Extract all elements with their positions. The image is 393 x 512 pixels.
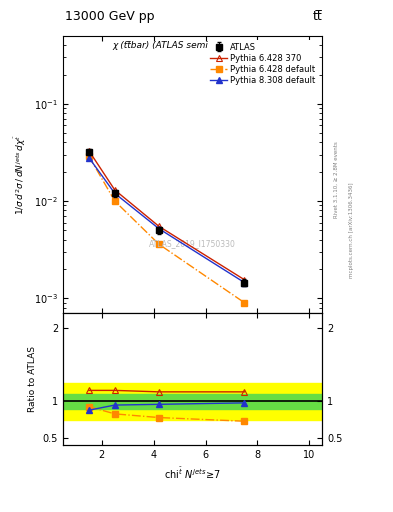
Text: 13000 GeV pp: 13000 GeV pp: [66, 10, 155, 23]
Pythia 6.428 370: [242, 276, 247, 283]
Pythia 8.308 default: [112, 190, 117, 197]
Text: tt̅: tt̅: [312, 10, 322, 23]
Pythia 8.308 default: [86, 155, 91, 161]
X-axis label: chi$^{\bar{t}}$ $N^{jets}\!\geq\!7$: chi$^{\bar{t}}$ $N^{jets}\!\geq\!7$: [164, 466, 221, 481]
Line: Pythia 6.428 default: Pythia 6.428 default: [86, 153, 247, 306]
Pythia 8.308 default: [156, 226, 161, 232]
Pythia 8.308 default: [242, 280, 247, 286]
Y-axis label: $1/\sigma\,d^2\sigma\,/\,dN^{jets}\,d\chi^{\bar{t}}$: $1/\sigma\,d^2\sigma\,/\,dN^{jets}\,d\ch…: [13, 134, 28, 215]
Bar: [63, 383, 322, 420]
Line: Pythia 6.428 370: Pythia 6.428 370: [86, 148, 247, 283]
Text: Rivet 3.1.10, ≥ 2.8M events: Rivet 3.1.10, ≥ 2.8M events: [334, 141, 338, 218]
Y-axis label: Ratio to ATLAS: Ratio to ATLAS: [28, 347, 37, 412]
Legend: ATLAS, Pythia 6.428 370, Pythia 6.428 default, Pythia 8.308 default: ATLAS, Pythia 6.428 370, Pythia 6.428 de…: [208, 40, 318, 87]
Pythia 6.428 default: [156, 241, 161, 247]
Text: mcplots.cern.ch [arXiv:1306.3436]: mcplots.cern.ch [arXiv:1306.3436]: [349, 183, 354, 278]
Pythia 6.428 370: [86, 147, 91, 154]
Pythia 6.428 370: [112, 187, 117, 193]
Pythia 6.428 default: [112, 198, 117, 204]
Line: Pythia 8.308 default: Pythia 8.308 default: [86, 155, 247, 285]
Text: χ (tt̅bar) (ATLAS semileptonic tt̅bar): χ (tt̅bar) (ATLAS semileptonic tt̅bar): [112, 41, 273, 50]
Bar: [63, 394, 322, 409]
Text: ATLAS_2019_I1750330: ATLAS_2019_I1750330: [149, 240, 236, 248]
Pythia 6.428 default: [86, 153, 91, 159]
Pythia 6.428 370: [156, 223, 161, 229]
Pythia 6.428 default: [242, 300, 247, 306]
